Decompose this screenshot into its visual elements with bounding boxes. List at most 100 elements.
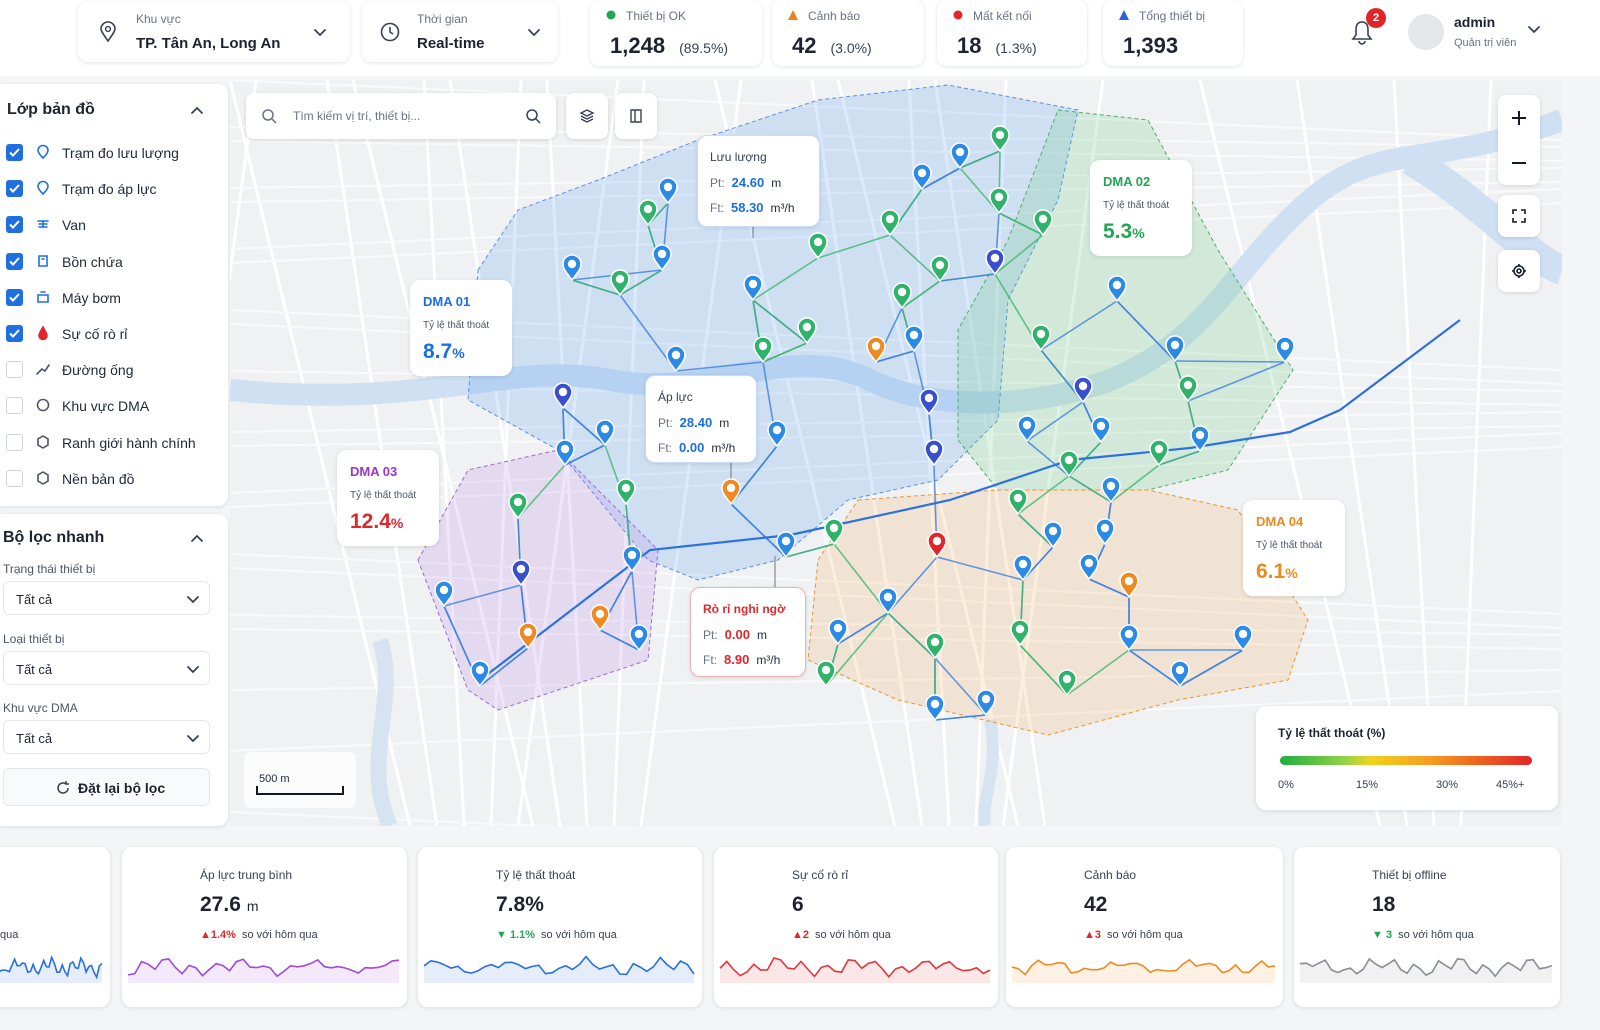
device-marker[interactable]: [976, 689, 996, 717]
zoom-control[interactable]: [1498, 95, 1540, 185]
filter-select[interactable]: Tất cả: [3, 650, 210, 685]
layer-checkbox[interactable]: [6, 144, 23, 161]
road: [448, 80, 562, 826]
device-marker[interactable]: [1233, 624, 1253, 652]
device-marker[interactable]: [1091, 416, 1111, 444]
device-marker[interactable]: [652, 244, 672, 272]
layer-checkbox[interactable]: [6, 325, 23, 342]
device-marker[interactable]: [878, 587, 898, 615]
device-marker[interactable]: [1178, 375, 1198, 403]
layer-checkbox[interactable]: [6, 361, 23, 379]
device-marker[interactable]: [767, 420, 787, 448]
device-marker[interactable]: [553, 382, 573, 410]
notification-badge[interactable]: 2: [1366, 8, 1386, 28]
device-marker[interactable]: [866, 336, 886, 364]
device-marker[interactable]: [1119, 624, 1139, 652]
device-marker[interactable]: [1170, 660, 1190, 688]
device-marker[interactable]: [743, 274, 763, 302]
device-marker[interactable]: [828, 618, 848, 646]
layer-checkbox[interactable]: [6, 216, 23, 234]
device-marker[interactable]: [629, 624, 649, 652]
device-marker[interactable]: [638, 199, 658, 227]
device-marker[interactable]: [434, 580, 454, 608]
device-marker[interactable]: [924, 439, 944, 467]
device-marker[interactable]: [610, 269, 630, 297]
device-marker[interactable]: [590, 604, 610, 632]
device-marker[interactable]: [658, 177, 678, 205]
device-marker[interactable]: [816, 660, 836, 688]
locate-button[interactable]: [1498, 250, 1540, 292]
avatar[interactable]: [1408, 14, 1444, 50]
layer-checkbox[interactable]: [6, 397, 23, 415]
search-box[interactable]: Tìm kiếm vị trí, thiết bị...: [246, 93, 556, 139]
device-marker[interactable]: [562, 254, 582, 282]
filter-select[interactable]: Tất cả: [3, 581, 210, 615]
device-marker[interactable]: [1031, 324, 1051, 352]
pipe: [785, 543, 835, 558]
map[interactable]: [230, 80, 1562, 826]
device-marker[interactable]: [904, 325, 924, 353]
device-marker[interactable]: [1073, 376, 1093, 404]
layer-checkbox[interactable]: [6, 180, 23, 198]
device-marker[interactable]: [508, 492, 528, 520]
dma-label: Tỷ lệ thất thoát: [423, 320, 490, 331]
region-select[interactable]: Khu vực TP. Tân An, Long An: [78, 2, 350, 62]
device-marker[interactable]: [1043, 521, 1063, 549]
device-marker[interactable]: [753, 336, 773, 364]
popup-unit: m³/h: [770, 201, 795, 215]
device-marker[interactable]: [808, 232, 828, 260]
device-marker[interactable]: [1033, 209, 1053, 237]
device-marker[interactable]: [925, 632, 945, 660]
device-marker[interactable]: [776, 531, 796, 559]
layer-checkbox[interactable]: [6, 469, 23, 487]
device-marker[interactable]: [1101, 476, 1121, 504]
device-marker[interactable]: [666, 345, 686, 373]
device-marker[interactable]: [912, 163, 932, 191]
layer-checkbox[interactable]: [6, 252, 23, 270]
device-marker[interactable]: [470, 660, 490, 688]
layer-checkbox[interactable]: [6, 433, 23, 451]
device-marker[interactable]: [1149, 439, 1169, 467]
device-marker[interactable]: [511, 559, 531, 587]
device-marker[interactable]: [1119, 571, 1139, 599]
device-marker[interactable]: [824, 518, 844, 546]
kpi-note: qua: [0, 929, 19, 941]
device-marker[interactable]: [616, 478, 636, 506]
device-marker[interactable]: [892, 282, 912, 310]
fullscreen-button[interactable]: [1498, 195, 1540, 237]
device-marker[interactable]: [518, 622, 538, 650]
device-marker[interactable]: [925, 694, 945, 722]
device-marker[interactable]: [1107, 275, 1127, 303]
device-marker[interactable]: [1059, 450, 1079, 478]
device-marker[interactable]: [930, 255, 950, 283]
device-marker[interactable]: [595, 419, 615, 447]
panel-button[interactable]: [615, 93, 657, 139]
device-marker[interactable]: [1165, 335, 1185, 363]
filter-select[interactable]: Tất cả: [3, 720, 210, 754]
device-marker[interactable]: [990, 125, 1010, 153]
device-marker[interactable]: [927, 531, 947, 559]
device-marker[interactable]: [1057, 669, 1077, 697]
device-marker[interactable]: [622, 545, 642, 573]
stat-icon: [788, 10, 798, 20]
device-marker[interactable]: [1017, 415, 1037, 443]
device-marker[interactable]: [989, 187, 1009, 215]
device-marker[interactable]: [1190, 425, 1210, 453]
device-marker[interactable]: [919, 388, 939, 416]
device-marker[interactable]: [1275, 336, 1295, 364]
device-marker[interactable]: [797, 317, 817, 345]
device-marker[interactable]: [1095, 518, 1115, 546]
time-select[interactable]: Thời gian Real-time: [362, 2, 558, 62]
layers-button[interactable]: [566, 93, 608, 139]
layer-checkbox[interactable]: [6, 288, 23, 306]
device-marker[interactable]: [1079, 553, 1099, 581]
device-marker[interactable]: [1008, 488, 1028, 516]
device-marker[interactable]: [1013, 554, 1033, 582]
device-marker[interactable]: [1010, 619, 1030, 647]
device-marker[interactable]: [555, 439, 575, 467]
reset-button[interactable]: Đặt lại bộ lọc: [3, 768, 210, 806]
device-marker[interactable]: [880, 209, 900, 237]
device-marker[interactable]: [950, 142, 970, 170]
device-marker[interactable]: [721, 478, 741, 506]
device-marker[interactable]: [985, 248, 1005, 276]
